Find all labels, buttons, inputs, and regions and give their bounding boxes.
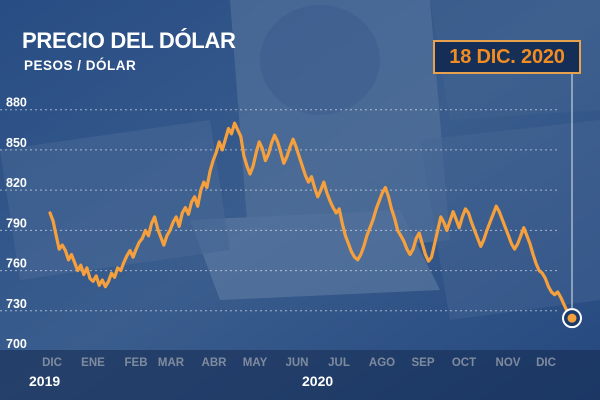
chart-subtitle: PESOS / DÓLAR [24,58,137,73]
y-axis: 880 850 820 790 760 730 700 [6,96,27,351]
year-label-2019: 2019 [29,373,61,389]
y-tick-label: 760 [6,257,27,271]
series-line [48,121,572,318]
y-tick-label: 850 [6,136,27,150]
date-badge: 18 DIC. 2020 [433,40,581,74]
x-axis-band [0,350,600,400]
y-gridlines [0,109,560,312]
y-tick-label: 880 [6,96,27,110]
y-tick-label: 730 [6,297,27,311]
end-marker-dot [567,313,577,323]
end-point-marker [562,308,582,329]
y-tick-label: 820 [6,176,27,190]
y-tick-label: 700 [6,337,27,351]
year-label-2020: 2020 [302,373,334,389]
banknote-stack-decoration [0,0,600,320]
chart-title: PRECIO DEL DÓLAR [22,28,236,53]
y-tick-label: 790 [6,216,27,230]
